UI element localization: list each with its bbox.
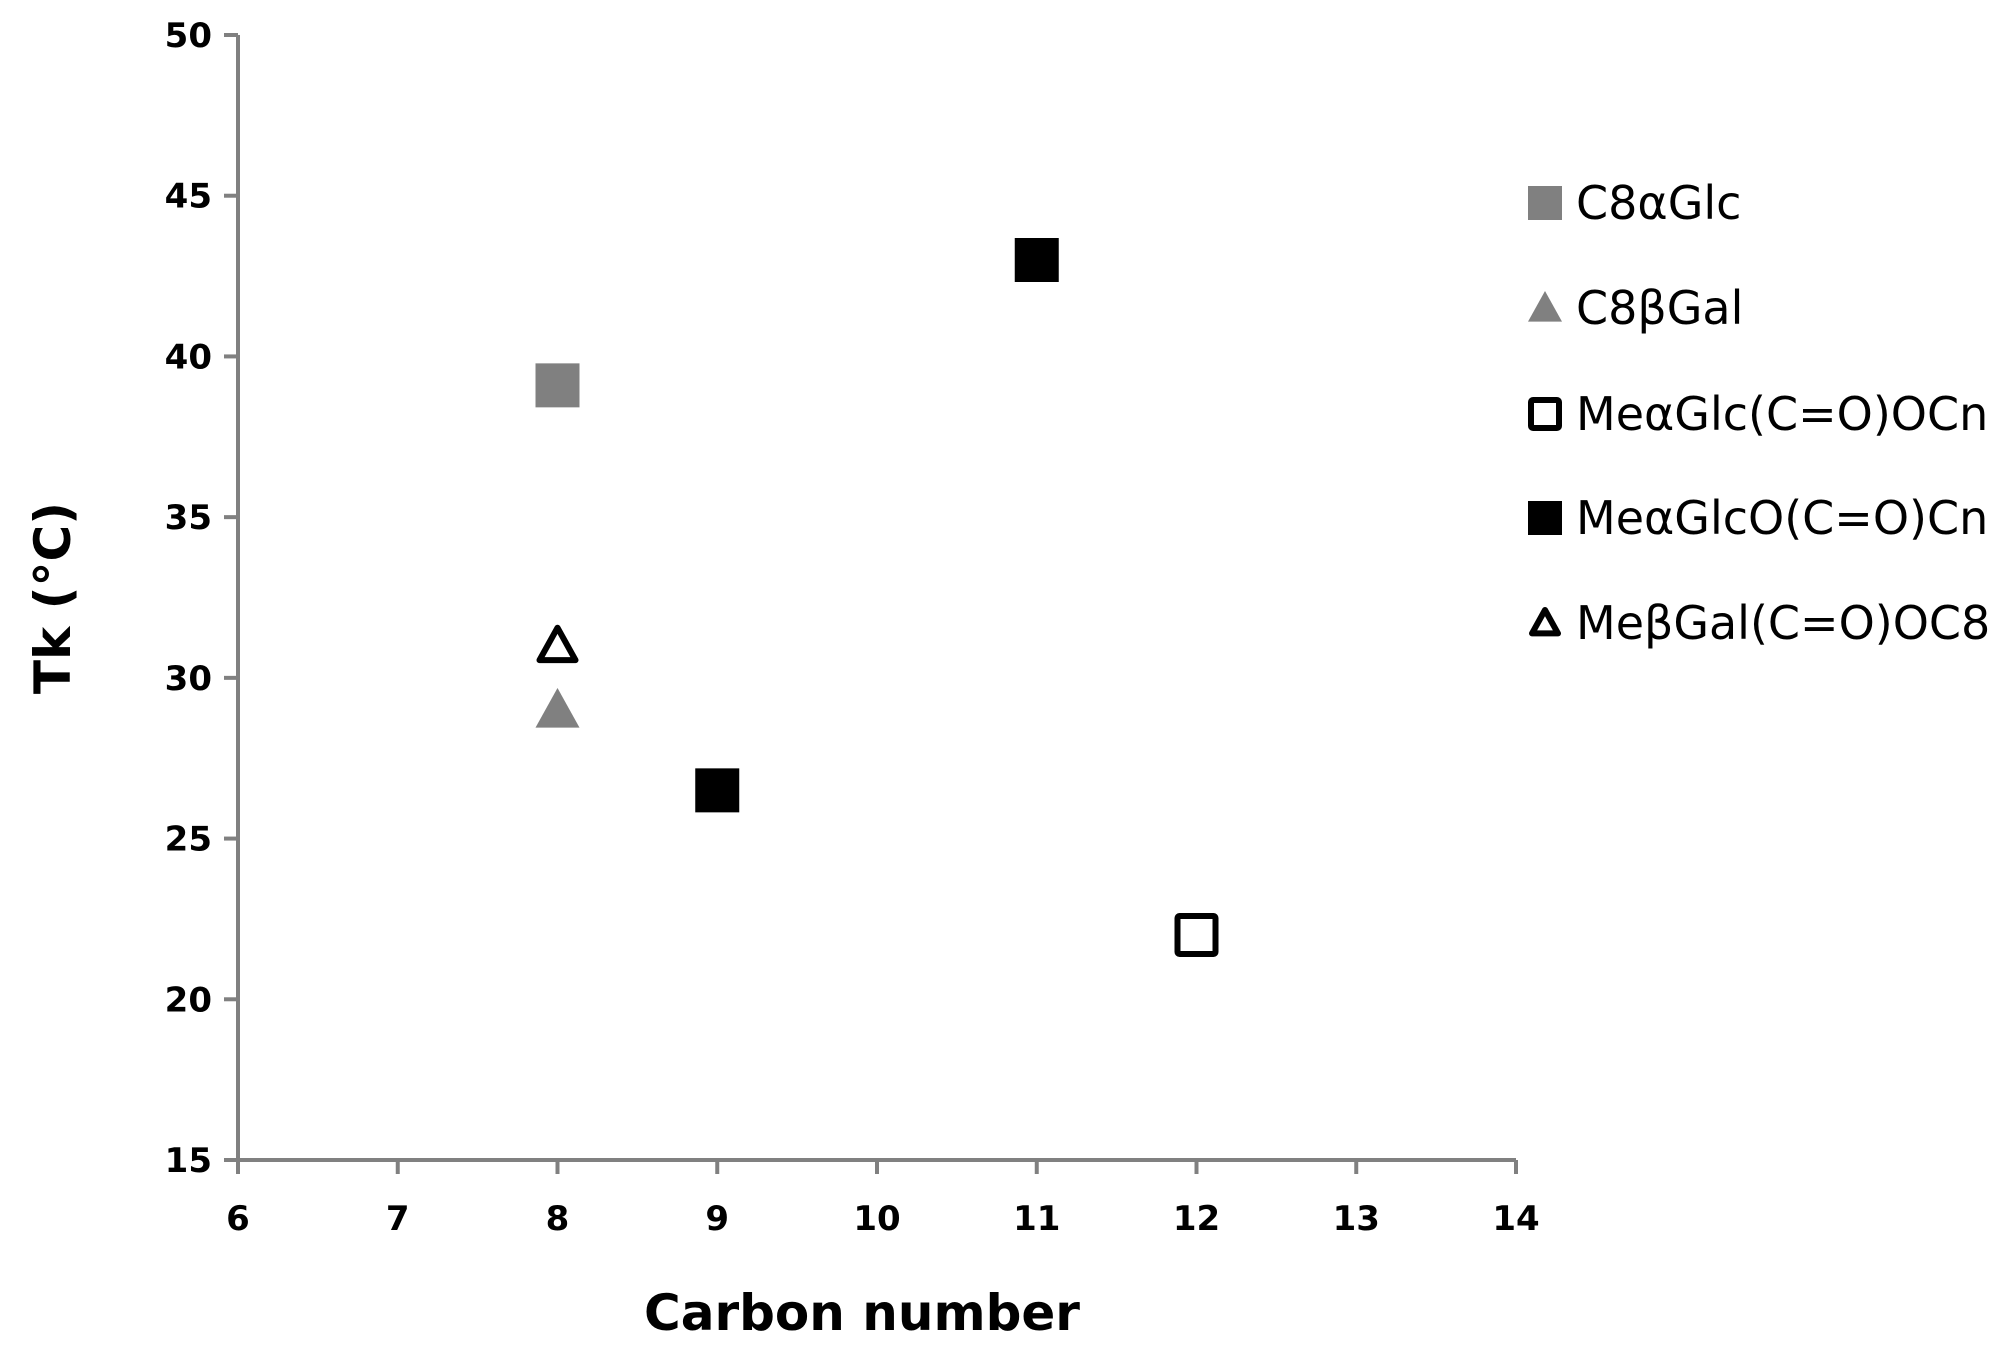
legend-item: C8αGlc: [1528, 176, 1741, 230]
legend-marker-square-icon: [1528, 186, 1562, 220]
legend-marker-triangle-icon: [1529, 607, 1561, 637]
y-axis-title: Tk (°C): [24, 502, 82, 694]
legend: C8αGlc C8βGal MeαGlc(C=O)OCn MeαGlcO(C=O)Cn…: [1528, 176, 1990, 650]
legend-marker-square-icon: [1528, 397, 1562, 431]
x-tick-label: 14: [1492, 1199, 1539, 1239]
x-tick-label: 7: [386, 1199, 410, 1239]
data-point: [695, 768, 740, 813]
data-point: [536, 624, 579, 664]
legend-marker-triangle-icon: [1528, 291, 1562, 322]
x-tick-label: 10: [853, 1199, 900, 1239]
legend-item: MeβGal(C=O)OC8: [1529, 596, 1990, 650]
legend-item: C8βGal: [1528, 281, 1743, 335]
y-tick-label: 15: [165, 1141, 212, 1181]
data-point: [535, 363, 580, 408]
x-tick-label: 6: [226, 1199, 250, 1239]
x-tick-label: 9: [705, 1199, 729, 1239]
x-axis-title: Carbon number: [644, 1284, 1080, 1342]
data-point: [1174, 913, 1219, 957]
x-tick-label: 13: [1333, 1199, 1380, 1239]
legend-label: C8αGlc: [1576, 176, 1741, 230]
data-points: [535, 238, 1219, 957]
y-tick-label: 45: [165, 177, 212, 217]
y-tick-label: 20: [165, 980, 212, 1020]
x-tick-label: 12: [1173, 1199, 1220, 1239]
legend-item: MeαGlcO(C=O)Cn: [1528, 491, 1988, 545]
legend-label: MeαGlc(C=O)OCn: [1576, 387, 1988, 441]
y-tick-label: 50: [165, 16, 212, 56]
y-tick-label: 25: [165, 820, 212, 860]
y-tick-label: 40: [165, 337, 212, 377]
data-point: [1014, 238, 1059, 282]
x-tick-label: 8: [546, 1199, 570, 1239]
legend-label: C8βGal: [1576, 281, 1743, 335]
legend-marker-square-icon: [1528, 501, 1562, 535]
legend-label: MeβGal(C=O)OC8: [1576, 596, 1990, 650]
legend-label: MeαGlcO(C=O)Cn: [1576, 491, 1988, 545]
axes: 15 20 25 30 35 40 45 50 6 7 8 9 10 11 12 13 14: [165, 16, 1540, 1239]
y-tick-label: 35: [165, 498, 212, 538]
x-tick-label: 11: [1013, 1199, 1060, 1239]
data-point: [535, 688, 580, 728]
legend-item: MeαGlc(C=O)OCn: [1528, 387, 1988, 441]
y-tick-label: 30: [165, 659, 212, 699]
